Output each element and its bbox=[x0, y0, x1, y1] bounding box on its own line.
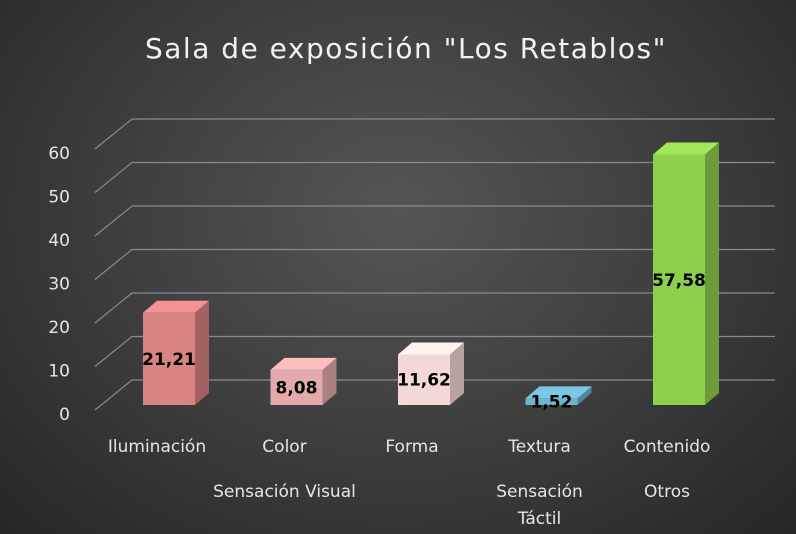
bar-side bbox=[705, 142, 719, 406]
group-label: Sensación Táctil bbox=[496, 482, 583, 529]
data-label: 21,21 bbox=[142, 350, 196, 370]
data-label: 1,52 bbox=[531, 393, 573, 413]
y-tick-label: 50 bbox=[48, 188, 70, 208]
bar-side bbox=[450, 342, 464, 405]
bar bbox=[143, 312, 195, 405]
chart-title: Sala de exposición "Los Retablos" bbox=[145, 32, 667, 65]
grid-line bbox=[94, 379, 775, 411]
grid-line bbox=[94, 161, 775, 193]
bar bbox=[653, 154, 705, 405]
grid-line bbox=[94, 118, 775, 150]
data-label: 57,58 bbox=[652, 271, 706, 291]
data-label: 11,62 bbox=[397, 371, 451, 391]
bar-top bbox=[398, 342, 464, 355]
bar-top bbox=[525, 386, 592, 399]
x-tick-label: Iluminación bbox=[108, 437, 206, 457]
grid-line bbox=[94, 248, 775, 280]
grid-line bbox=[94, 292, 775, 324]
y-tick-label: 20 bbox=[48, 318, 70, 338]
group-label: Sensación Visual bbox=[213, 482, 356, 502]
y-tick-label: 0 bbox=[59, 405, 70, 425]
grid-line bbox=[94, 205, 775, 237]
bar-top bbox=[143, 300, 209, 313]
bar bbox=[525, 398, 578, 405]
bar-side bbox=[577, 386, 592, 405]
x-tick-label: Textura bbox=[507, 437, 571, 457]
y-tick-label: 60 bbox=[48, 144, 70, 164]
bar-side bbox=[322, 357, 337, 405]
y-tick-label: 10 bbox=[48, 362, 70, 382]
grid-line bbox=[94, 335, 775, 367]
x-tick-label: Contenido bbox=[624, 437, 711, 457]
bar-side bbox=[195, 300, 209, 405]
y-tick-label: 40 bbox=[48, 231, 70, 251]
bar bbox=[398, 354, 450, 405]
bar bbox=[270, 369, 323, 405]
data-label: 8,08 bbox=[276, 378, 318, 398]
x-tick-label: Forma bbox=[385, 437, 438, 457]
bar-top bbox=[653, 142, 719, 155]
group-label: Otros bbox=[644, 482, 690, 502]
bar-top bbox=[270, 357, 337, 370]
y-tick-label: 30 bbox=[48, 275, 70, 295]
x-tick-label: Color bbox=[262, 437, 306, 457]
